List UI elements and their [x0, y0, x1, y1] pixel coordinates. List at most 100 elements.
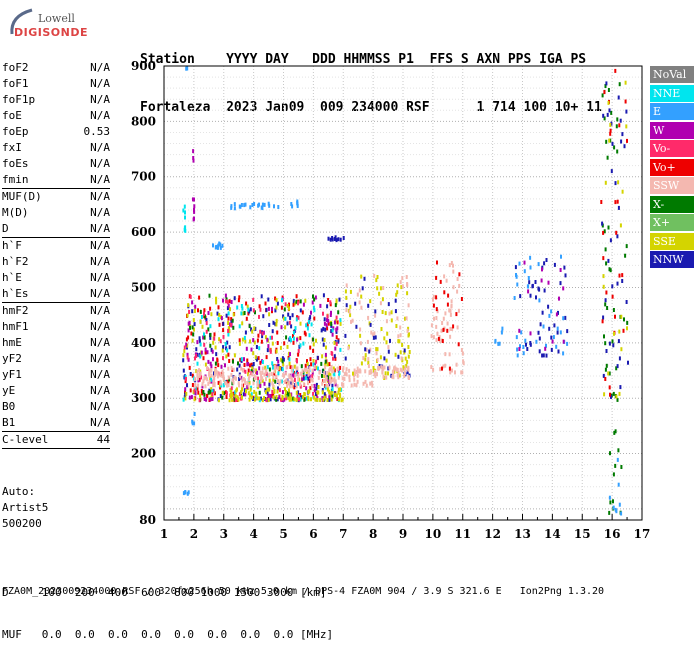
echo-point [616, 234, 619, 239]
echo-point [187, 328, 190, 333]
echo-point [192, 197, 194, 202]
echo-point [330, 310, 332, 315]
echo-point [308, 317, 311, 322]
echo-point [315, 391, 317, 396]
echo-point [216, 370, 219, 375]
echo-point [284, 325, 287, 330]
echo-point [221, 390, 224, 395]
echo-point [204, 347, 207, 352]
echo-point [622, 328, 625, 333]
legend-item: X+ [650, 214, 694, 231]
echo-point [254, 310, 256, 315]
echo-point [245, 316, 248, 321]
echo-point [456, 325, 459, 330]
echo-point [606, 155, 609, 160]
param-value: N/A [90, 287, 110, 300]
echo-point [296, 369, 299, 374]
echo-point [295, 384, 298, 389]
echo-point [408, 332, 410, 337]
echo-point [306, 361, 309, 366]
echo-point [271, 335, 273, 340]
echo-point [219, 339, 222, 344]
echo-point [268, 203, 271, 208]
echo-point [325, 345, 327, 350]
echo-point [327, 375, 330, 380]
echo-point [387, 349, 390, 354]
echo-point [614, 314, 616, 319]
file-info-footer: FZA0M_2023009234000.RSF / 320fx256h 50 k… [2, 586, 605, 597]
echo-point [553, 262, 556, 267]
echo-point [285, 396, 288, 401]
echo-point [241, 306, 244, 311]
echo-point [228, 329, 231, 334]
echo-point [253, 397, 256, 402]
echo-point [538, 336, 541, 341]
echo-point [321, 388, 324, 392]
echo-point [403, 374, 406, 378]
echo-cluster [600, 68, 628, 397]
echo-point [207, 381, 210, 386]
echo-point [205, 318, 208, 322]
echo-point [618, 391, 621, 396]
echo-point [252, 308, 255, 313]
echo-point [518, 347, 521, 351]
echo-point [244, 202, 247, 207]
echo-cluster [432, 260, 463, 371]
echo-point [299, 382, 302, 387]
echo-point [251, 372, 254, 377]
echo-point [297, 377, 300, 382]
echo-point [360, 274, 363, 279]
param-value: N/A [90, 77, 110, 90]
echo-point [450, 303, 453, 308]
echo-point [223, 391, 226, 396]
echo-point [267, 387, 270, 392]
echo-point [313, 297, 316, 302]
echo-point [600, 200, 603, 204]
echo-point [407, 354, 410, 359]
param-row: yF2 N/A [2, 351, 110, 367]
echo-point [538, 349, 541, 354]
echo-point [201, 384, 204, 389]
echo-point [258, 366, 261, 371]
echo-point [192, 332, 195, 337]
echo-point [611, 339, 614, 344]
echo-point [460, 297, 463, 301]
param-value: N/A [90, 239, 110, 252]
echo-point [436, 260, 438, 265]
echo-point [562, 339, 565, 344]
echo-point [266, 365, 269, 370]
echo-point [341, 397, 344, 402]
echo-point [529, 293, 532, 298]
echo-point [341, 382, 343, 387]
echo-point [244, 330, 247, 335]
echo-point [316, 355, 319, 360]
echo-point [616, 199, 619, 204]
echo-point [396, 283, 399, 288]
echo-point [203, 397, 206, 401]
echo-point [621, 279, 624, 283]
echo-point [231, 378, 234, 383]
echo-point [461, 370, 464, 375]
echo-point [394, 352, 397, 357]
echo-point [323, 392, 326, 397]
param-name: fmin [2, 173, 29, 186]
echo-point [603, 116, 606, 121]
echo-point [219, 245, 222, 250]
legend-item: NNE [650, 84, 694, 102]
echo-point [286, 384, 289, 388]
echo-point [195, 369, 198, 374]
echo-point [452, 324, 455, 329]
echo-point [327, 298, 330, 302]
echo-point [326, 304, 329, 309]
echo-point [345, 308, 348, 313]
echo-cluster [518, 260, 565, 351]
echo-point [342, 382, 345, 387]
echo-point [264, 335, 267, 340]
echo-point [547, 304, 550, 309]
echo-point [302, 302, 305, 307]
echo-point [249, 307, 252, 312]
echo-point [271, 341, 274, 346]
echo-point [339, 365, 342, 370]
echo-point [226, 306, 229, 311]
echo-point [238, 295, 241, 300]
